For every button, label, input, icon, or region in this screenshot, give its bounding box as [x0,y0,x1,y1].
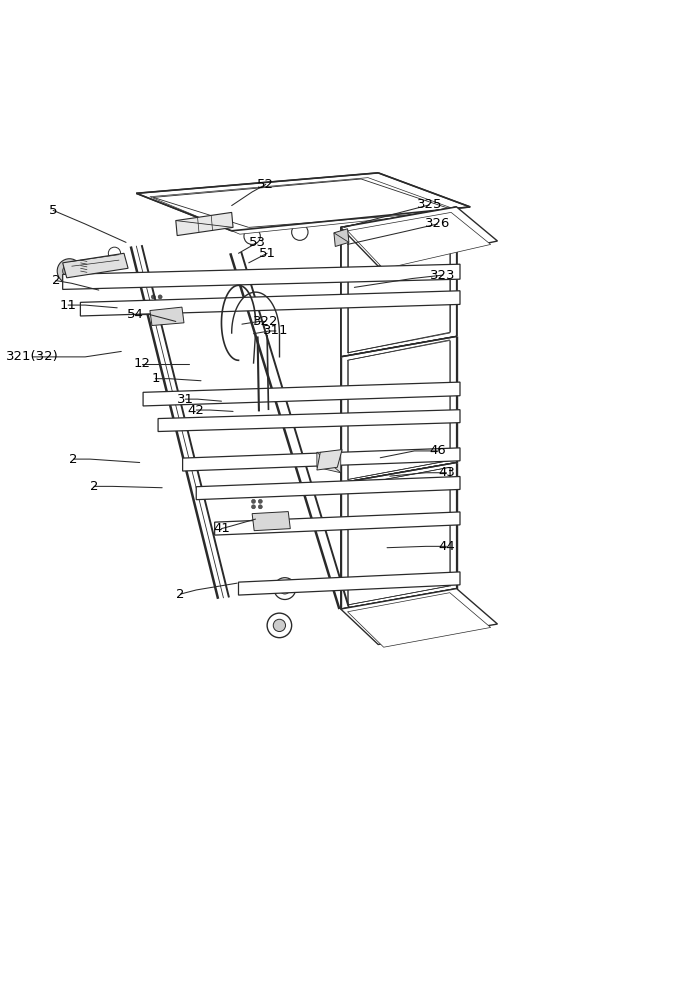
Polygon shape [63,264,460,289]
Polygon shape [347,212,450,353]
Polygon shape [347,341,450,480]
Text: 46: 46 [429,444,446,457]
Polygon shape [347,593,491,647]
Circle shape [67,268,72,274]
Circle shape [152,295,155,299]
Polygon shape [317,452,341,473]
Circle shape [168,313,174,319]
Polygon shape [252,512,290,531]
Polygon shape [341,336,457,483]
Polygon shape [347,467,450,605]
Text: 44: 44 [438,540,455,553]
Polygon shape [341,463,457,609]
Circle shape [291,224,308,240]
Text: 42: 42 [188,404,205,417]
Circle shape [63,264,76,278]
Text: 31: 31 [177,393,194,406]
Text: 322: 322 [253,315,278,328]
Polygon shape [150,307,184,326]
Polygon shape [196,476,460,500]
Polygon shape [238,572,460,595]
Polygon shape [341,207,457,357]
Text: 2: 2 [52,274,60,287]
Polygon shape [334,229,349,246]
Circle shape [258,499,263,503]
Circle shape [251,505,256,509]
Polygon shape [347,212,491,269]
Polygon shape [215,512,460,535]
Text: 325: 325 [417,198,442,211]
Text: 1: 1 [151,372,160,385]
Circle shape [108,247,121,259]
Text: 326: 326 [425,217,450,230]
Text: 311: 311 [263,324,289,337]
Polygon shape [183,448,460,471]
Text: 2: 2 [90,480,99,493]
Circle shape [274,518,279,524]
Circle shape [244,228,260,244]
Polygon shape [136,173,470,231]
Circle shape [274,619,285,632]
Text: 321(32): 321(32) [6,350,59,363]
Text: 5: 5 [49,204,57,217]
Circle shape [251,499,256,503]
Polygon shape [81,291,460,316]
Text: 323: 323 [430,269,455,282]
Circle shape [264,518,269,524]
Text: 54: 54 [127,308,143,321]
Polygon shape [341,589,497,644]
Polygon shape [150,178,460,234]
Circle shape [158,295,162,299]
Text: 2: 2 [176,588,185,601]
Polygon shape [158,410,460,432]
Circle shape [274,578,296,600]
Text: 41: 41 [213,522,230,535]
Circle shape [267,613,291,638]
Text: 53: 53 [249,236,266,249]
Polygon shape [143,382,460,406]
Circle shape [160,313,165,319]
Text: 12: 12 [133,357,150,370]
Polygon shape [63,253,128,278]
Polygon shape [317,450,342,470]
Polygon shape [176,212,233,236]
Circle shape [57,259,82,283]
Text: 11: 11 [60,299,76,312]
Circle shape [158,300,162,304]
Text: 52: 52 [257,178,274,191]
Circle shape [164,313,169,319]
Circle shape [269,518,274,524]
Text: 2: 2 [70,453,78,466]
Circle shape [279,583,290,594]
Polygon shape [341,207,497,266]
Circle shape [258,505,263,509]
Text: 51: 51 [258,247,276,260]
Circle shape [152,300,155,304]
Text: 43: 43 [438,466,455,479]
